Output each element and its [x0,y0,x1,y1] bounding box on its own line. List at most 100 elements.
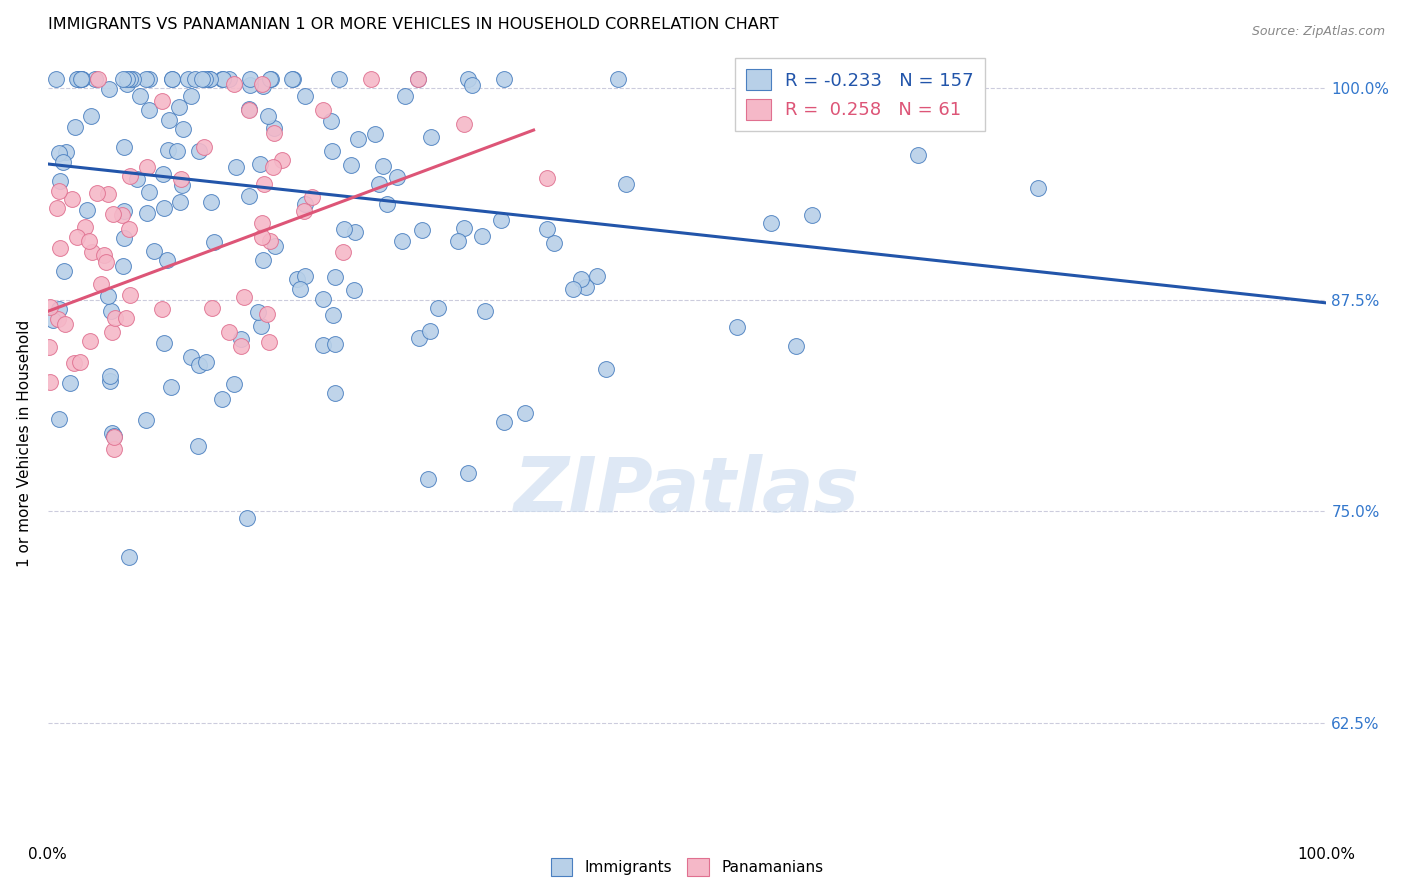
Point [391,234,413,248]
Point [80,245,103,260]
Point [339,158,361,172]
Point [180,88,202,103]
Point [408,331,430,345]
Point [120,169,142,183]
Point [166,144,188,158]
Point [48,184,70,198]
Point [200,194,222,209]
Point [45,72,67,87]
Point [53,317,76,331]
Point [238,103,260,118]
Point [252,253,274,268]
Point [160,72,183,87]
Point [319,114,342,128]
Point [238,102,260,116]
Point [225,161,247,175]
Point [103,207,125,221]
Point [312,292,335,306]
Point [97,289,120,303]
Point [247,305,270,319]
Point [159,380,181,394]
Point [135,72,157,87]
Point [188,144,211,158]
Point [118,549,141,564]
Point [111,208,134,222]
Point [180,350,202,364]
Point [136,206,159,220]
Point [115,77,138,91]
Point [394,88,416,103]
Point [98,369,121,384]
Point [453,117,475,131]
Point [48,145,70,160]
Point [252,229,274,244]
Point [70,72,93,87]
Point [333,222,356,236]
Point [264,238,287,252]
Point [294,268,316,283]
Point [513,406,536,420]
Point [100,303,122,318]
Point [157,112,180,127]
Point [194,355,217,369]
Point [375,197,398,211]
Point [236,511,259,525]
Point [112,231,135,245]
Point [152,94,174,108]
Point [259,234,281,248]
Point [785,339,807,353]
Point [536,222,558,236]
Point [76,203,98,218]
Point [198,72,221,87]
Point [569,272,592,286]
Point [160,72,183,87]
Point [257,334,280,349]
Point [193,140,215,154]
Point [595,362,617,376]
Point [86,186,108,201]
Point [427,301,450,315]
Point [198,72,221,87]
Point [408,72,430,87]
Point [60,192,83,206]
Point [184,72,207,87]
Point [79,234,101,248]
Point [52,154,75,169]
Point [138,72,160,87]
Point [360,72,382,87]
Point [143,244,166,259]
Point [347,132,370,146]
Point [59,376,82,391]
Point [312,103,335,117]
Point [474,304,496,318]
Point [100,425,122,440]
Point [114,204,136,219]
Point [411,222,433,236]
Point [471,229,494,244]
Point [101,325,124,339]
Point [201,301,224,316]
Point [575,280,598,294]
Point [138,103,160,117]
Point [48,302,70,317]
Point [66,229,89,244]
Point [461,78,484,92]
Point [122,72,145,87]
Point [198,72,221,87]
Point [135,413,157,427]
Point [288,282,311,296]
Point [211,72,233,87]
Point [73,219,96,234]
Point [543,235,565,250]
Point [97,81,120,95]
Text: Source: ZipAtlas.com: Source: ZipAtlas.com [1251,25,1385,38]
Point [256,307,278,321]
Point [63,120,86,134]
Point [323,337,346,351]
Point [169,194,191,209]
Text: ZIPatlas: ZIPatlas [515,454,860,528]
Point [294,88,316,103]
Point [344,226,367,240]
Point [364,128,387,142]
Point [103,442,125,457]
